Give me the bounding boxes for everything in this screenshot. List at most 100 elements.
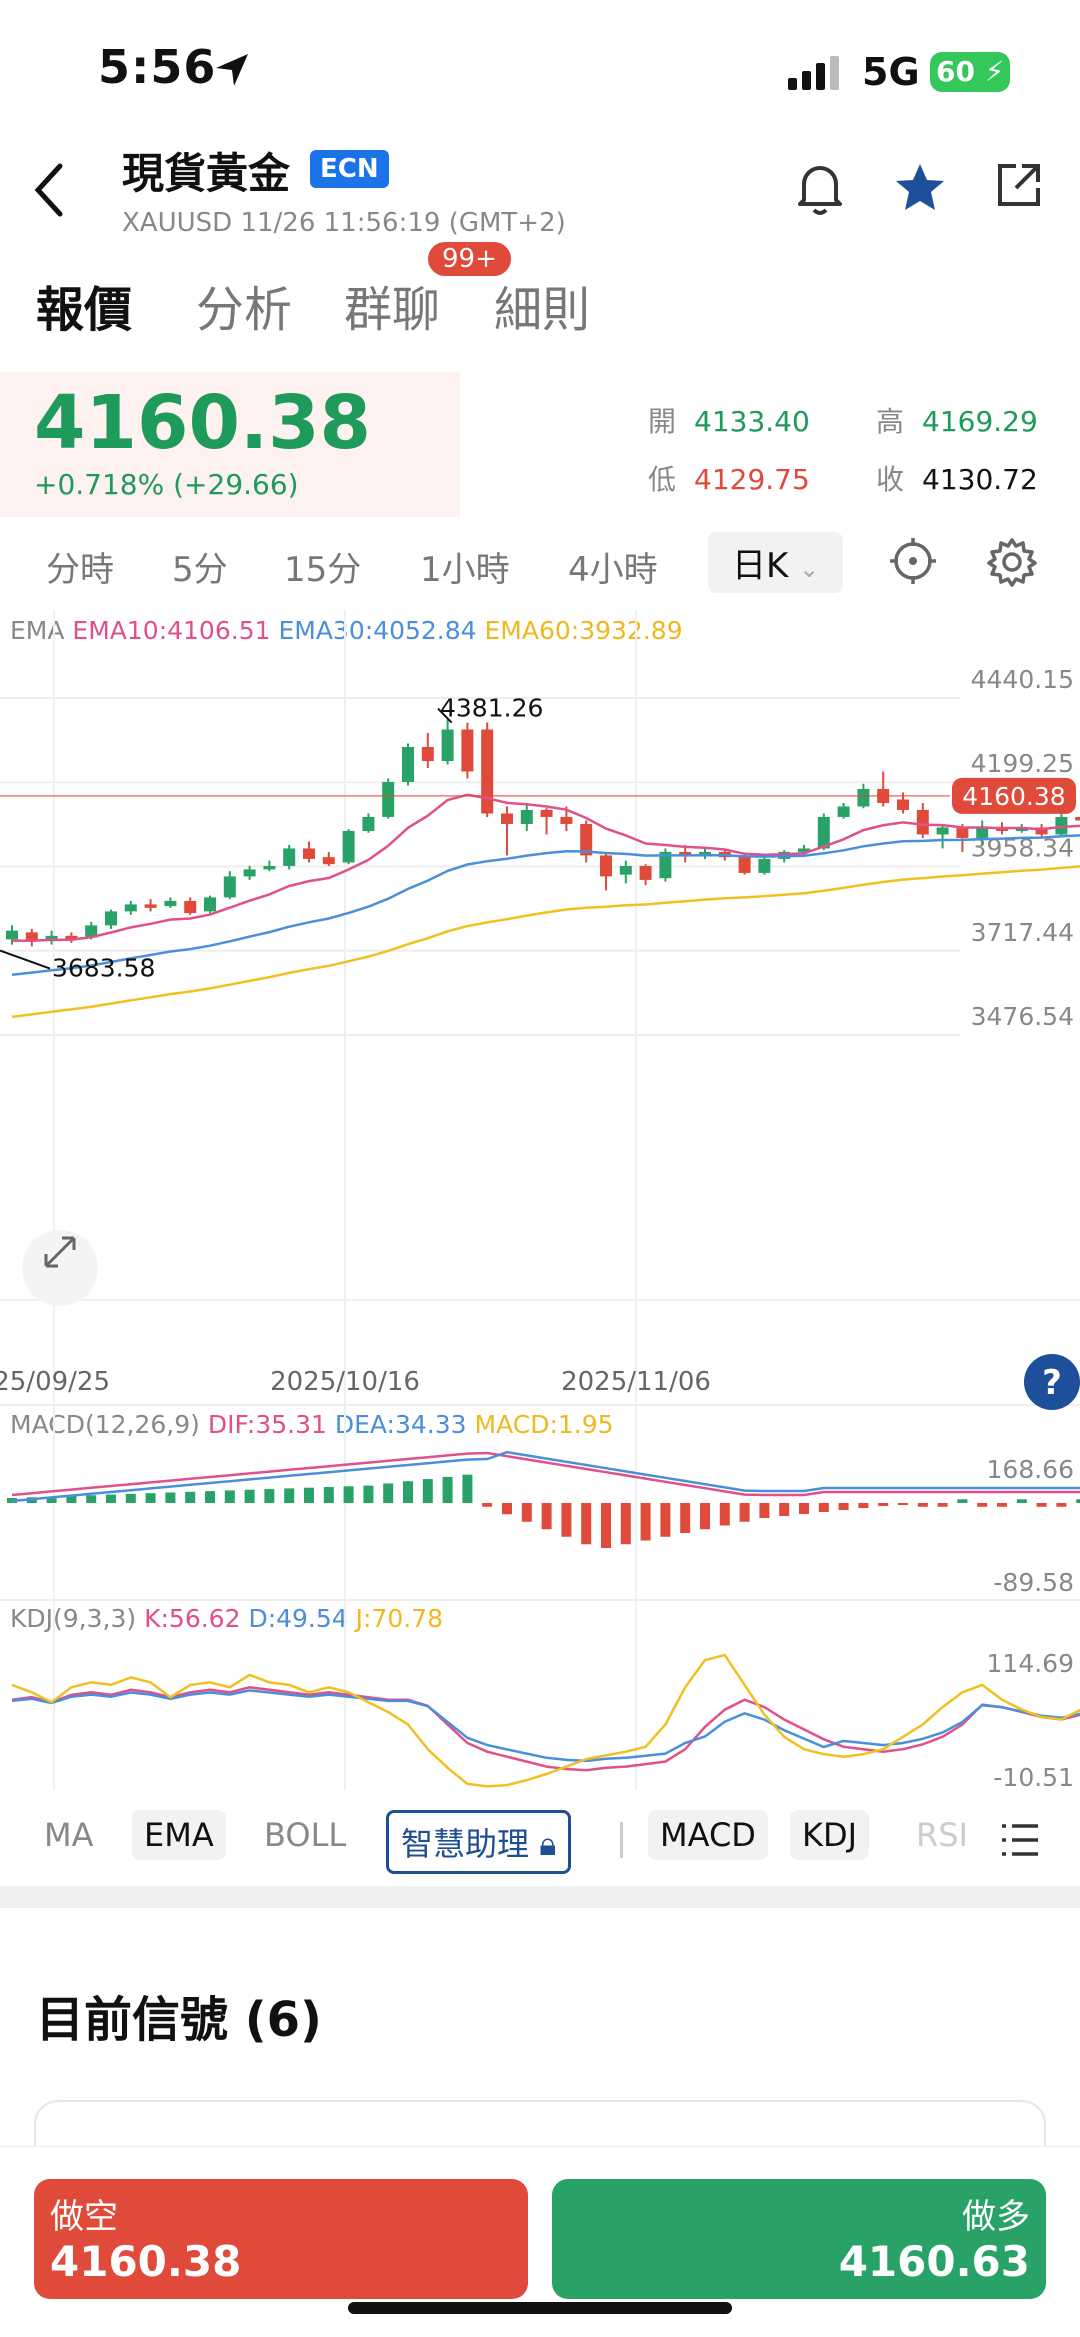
macd-histogram-bar: [323, 1487, 334, 1503]
candle-body: [699, 851, 711, 856]
candle-body: [303, 848, 315, 859]
indicator-ema[interactable]: EMA: [132, 1810, 226, 1860]
candle-body: [65, 935, 78, 940]
list-icon[interactable]: [1000, 1822, 1040, 1862]
buy-label: 做多: [962, 2197, 1030, 2237]
macd-histogram-bar: [502, 1503, 512, 1515]
indicator-macd[interactable]: MACD: [648, 1810, 768, 1860]
indicator-rsi[interactable]: RSI: [916, 1816, 968, 1854]
macd-legend-name: MACD(12,26,9): [10, 1410, 200, 1439]
d-line: [11, 1689, 1080, 1763]
candle-body: [798, 848, 810, 852]
tab-analysis[interactable]: 分析: [196, 282, 293, 338]
crosshair-icon[interactable]: [888, 536, 938, 590]
kline-chart[interactable]: EMA EMA10:4106.51 EMA30:4052.84 EMA60:39…: [0, 610, 1080, 1790]
buy-price: 4160.63: [838, 2237, 1030, 2286]
indicator-ma[interactable]: MA: [44, 1816, 94, 1854]
macd-histogram-bar: [601, 1503, 611, 1548]
low-annotation: 3683.58: [52, 954, 155, 983]
chart-canvas[interactable]: 4440.154199.253958.343717.443476.544160.…: [0, 610, 1080, 1790]
open-stat: 開 4133.40: [648, 400, 810, 440]
date-axis-label: 2025/09/25: [0, 1367, 110, 1397]
candle-body: [45, 935, 58, 942]
expand-button: [22, 1230, 98, 1306]
price-panel: 4160.38 +0.718% (+29.66): [0, 372, 460, 517]
period-tick[interactable]: 分時: [46, 550, 114, 590]
macd-histogram-bar: [462, 1474, 473, 1503]
candle-body: [421, 747, 434, 762]
status-bar: 5:56 5G 60 ⚡: [0, 0, 1080, 130]
candle-body: [322, 857, 335, 865]
price-axis-label: 4199.25: [971, 749, 1074, 778]
candle-body: [283, 848, 296, 866]
close-stat: 收 4130.72: [876, 458, 1038, 498]
candle-body: [263, 865, 276, 870]
divider: [620, 1822, 623, 1858]
period-daily[interactable]: 日K ⌄: [708, 532, 844, 593]
candle-body: [461, 729, 474, 772]
lock-icon: 🔒︎: [539, 1825, 557, 1863]
star-icon[interactable]: [892, 160, 948, 220]
current-price-tag-label: 4160.38: [962, 782, 1065, 811]
candle-body: [837, 806, 850, 817]
macd-histogram-bar: [185, 1491, 196, 1503]
indicator-boll[interactable]: BOLL: [264, 1816, 347, 1854]
macd-histogram-bar: [422, 1479, 433, 1503]
candle-body: [223, 876, 236, 898]
buy-button[interactable]: 做多 4160.63: [552, 2179, 1046, 2299]
macd-axis-min: -89.58: [993, 1568, 1074, 1597]
instrument-subtitle: XAUUSD 11/26 11:56:19 (GMT+2): [122, 208, 566, 238]
period-4h[interactable]: 4小時: [568, 550, 658, 590]
macd-histogram-bar: [403, 1481, 413, 1503]
macd-histogram-bar: [838, 1503, 849, 1510]
candle-body: [600, 855, 612, 877]
low-pointer: [0, 949, 51, 970]
tab-quote[interactable]: 報價: [36, 282, 133, 338]
indicator-bar: MA EMA BOLL 智慧助理 🔒︎ MACD KDJ RSI: [0, 1800, 1080, 1880]
candle-body: [639, 865, 652, 880]
d-legend: D:49.54: [248, 1604, 348, 1633]
bell-icon[interactable]: [794, 160, 846, 220]
candle-body: [342, 830, 355, 863]
sell-button[interactable]: 做空 4160.38: [34, 2179, 528, 2299]
period-15m[interactable]: 15分: [284, 550, 362, 590]
macd-histogram-bar: [145, 1493, 156, 1503]
open-label: 開: [648, 405, 677, 438]
k-line: [11, 1686, 1080, 1772]
macd-histogram-bar: [917, 1503, 928, 1507]
candle-body: [738, 857, 751, 873]
share-icon[interactable]: [994, 160, 1044, 214]
indicator-kdj[interactable]: KDJ: [790, 1810, 870, 1860]
candle-body: [124, 904, 137, 912]
macd-histogram-bar: [264, 1489, 275, 1503]
macd-histogram-bar: [521, 1503, 532, 1522]
ema-legend-name: EMA: [10, 616, 65, 645]
smart-assistant-button[interactable]: 智慧助理 🔒︎: [386, 1810, 572, 1874]
gear-icon[interactable]: [986, 536, 1038, 592]
candle-body: [144, 904, 157, 908]
date-axis-label: 2025/11/06: [561, 1367, 711, 1397]
macd-histogram-bar: [957, 1499, 968, 1503]
back-icon[interactable]: [30, 160, 70, 224]
status-time: 5:56: [98, 40, 217, 94]
candle-body: [619, 865, 632, 875]
tab-details[interactable]: 細則: [494, 282, 591, 338]
macd-histogram-bar: [818, 1503, 829, 1512]
ema30-line: [11, 834, 1080, 977]
price-change: +0.718% (+29.66): [34, 468, 299, 501]
k-legend: K:56.62: [144, 1604, 241, 1633]
macd-histogram-bar: [858, 1503, 869, 1508]
tab-chat[interactable]: 群聊: [344, 282, 441, 338]
help-icon-glyph: ?: [1042, 1363, 1062, 1403]
candle-body: [501, 813, 513, 824]
sell-price: 4160.38: [50, 2237, 242, 2286]
home-indicator: [348, 2302, 732, 2314]
period-1h[interactable]: 1小時: [420, 550, 510, 590]
ema10-line: [11, 793, 1080, 942]
candle-body: [184, 900, 197, 914]
candle-body: [679, 851, 692, 856]
current-price-tag: [952, 777, 1076, 814]
macd-histogram-bar: [759, 1503, 770, 1518]
dif-line: [11, 1451, 1080, 1497]
period-5m[interactable]: 5分: [172, 550, 228, 590]
